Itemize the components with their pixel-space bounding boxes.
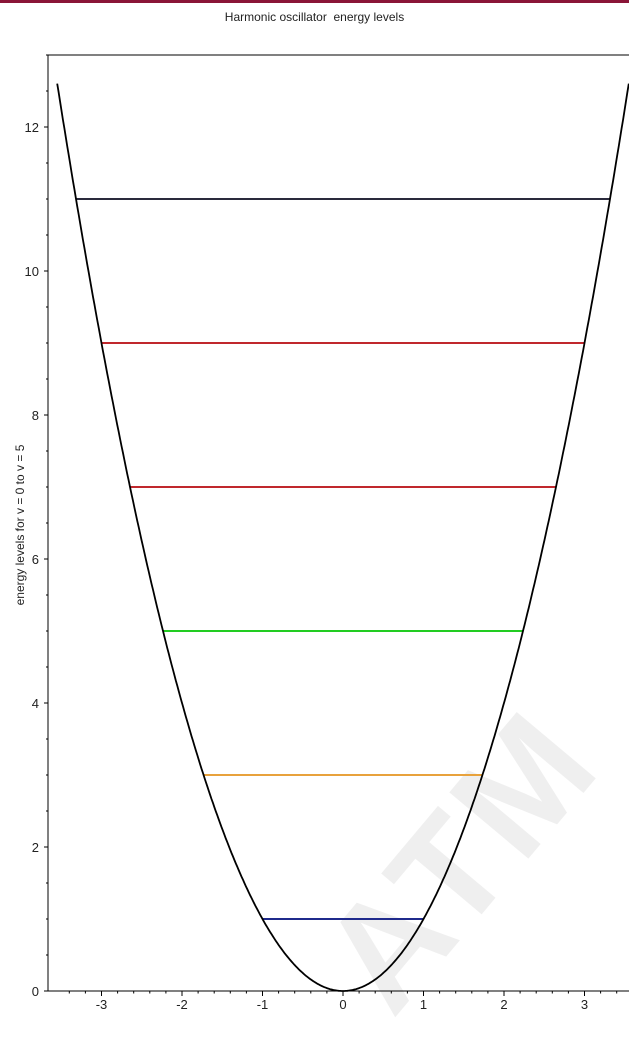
y-tick-label: 0 (32, 984, 39, 999)
y-tick-label: 12 (25, 120, 39, 135)
y-tick-label: 4 (32, 696, 39, 711)
y-tick-label: 8 (32, 408, 39, 423)
x-tick-label: -1 (257, 997, 269, 1011)
x-tick-label: -2 (176, 997, 188, 1011)
y-tick-label: 6 (32, 552, 39, 567)
y-tick-label: 2 (32, 840, 39, 855)
x-tick-label: 0 (339, 997, 346, 1011)
top-border (0, 0, 629, 3)
x-tick-label: -3 (96, 997, 108, 1011)
y-tick-label: 10 (25, 264, 39, 279)
x-tick-label: 2 (500, 997, 507, 1011)
potential-curve (56, 83, 629, 992)
chart-title: Harmonic oscillator energy levels (224, 10, 405, 24)
x-tick-label: 1 (420, 997, 427, 1011)
x-tick-label: 3 (581, 997, 588, 1011)
